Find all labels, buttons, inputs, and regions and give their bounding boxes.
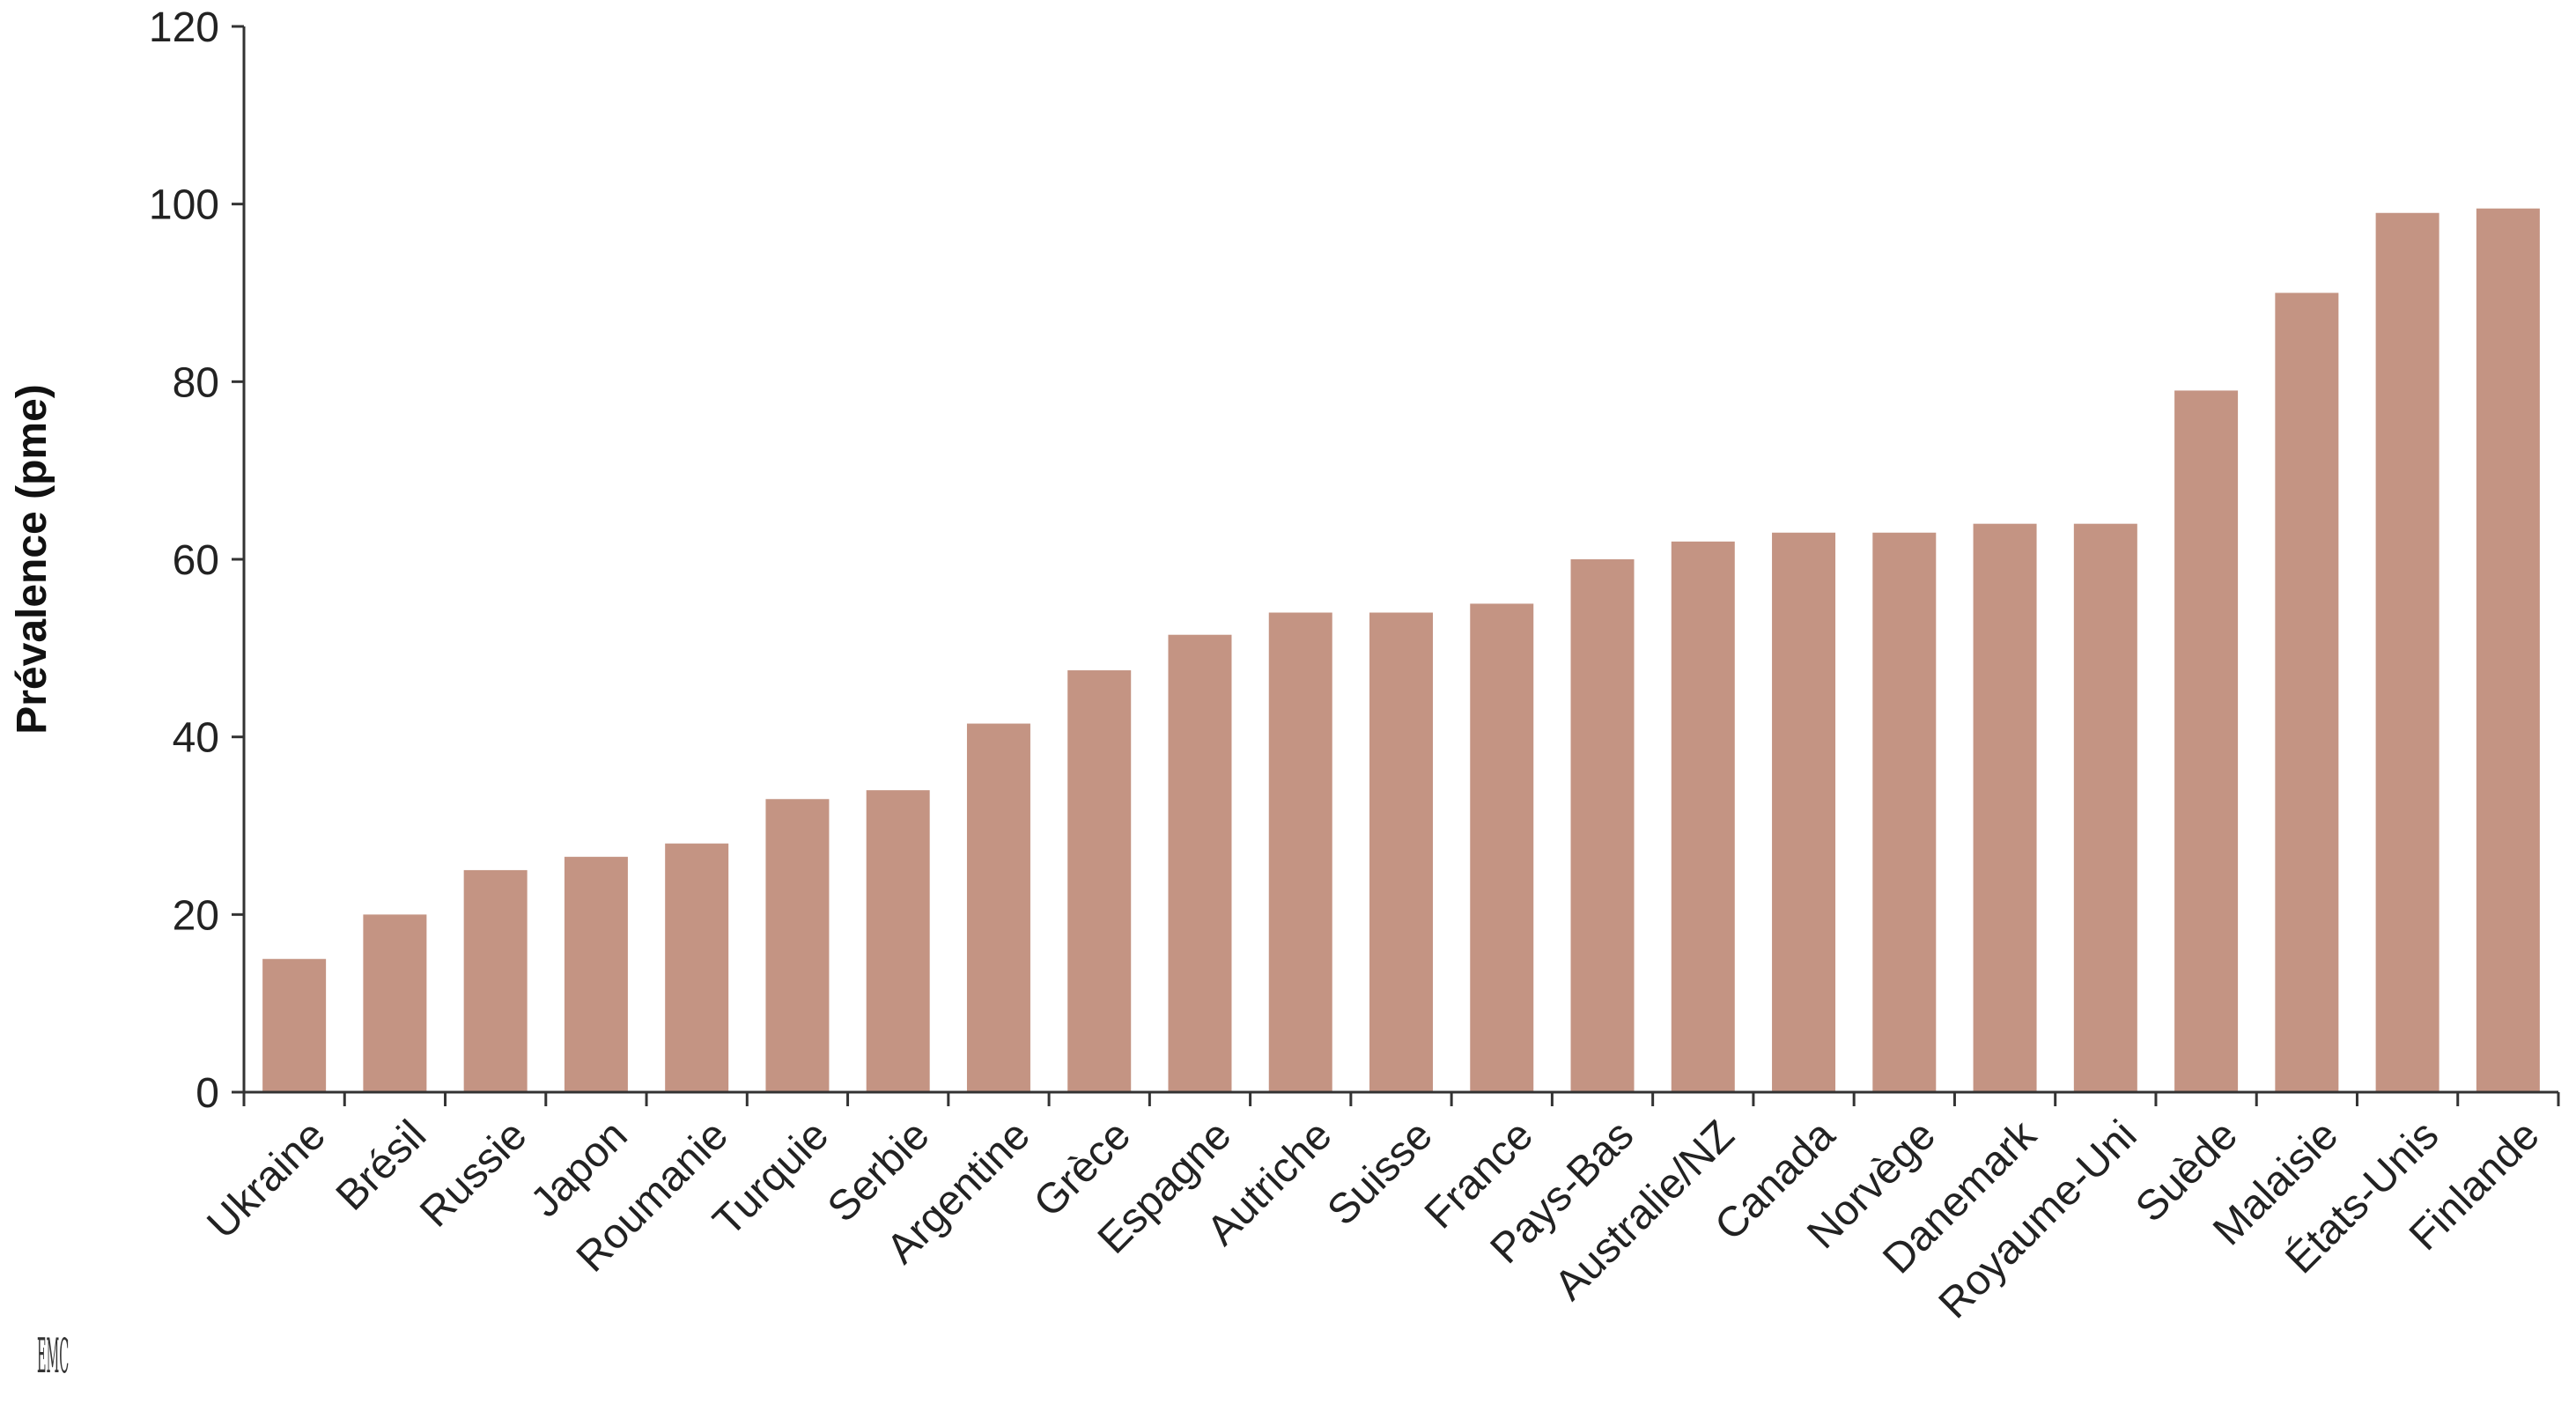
y-tick-label: 120 [149,4,219,51]
emc-logo: EMC [37,1328,69,1384]
bars-group [262,208,2540,1093]
bar [2476,208,2540,1093]
x-category-label: Russie [411,1112,535,1236]
bar [765,799,830,1092]
bar [2174,390,2239,1093]
bar [1772,532,1836,1092]
y-tick-label: 20 [173,892,219,939]
bar [2275,292,2339,1092]
bar [1570,559,1635,1092]
y-ticks-group: 0 20 40 60 80 100 120 [149,4,244,1117]
bar [1369,612,1433,1092]
bar [363,914,427,1092]
y-axis-title: Prévalence (pme) [9,384,55,735]
bar [1067,670,1132,1092]
bar [262,958,327,1092]
bar [1470,603,1534,1092]
x-category-label: Ukraine [198,1112,334,1247]
bar [2073,523,2137,1092]
bar [463,869,528,1092]
bar [2375,212,2439,1092]
bar [1872,532,1937,1092]
y-tick-label: 100 [149,182,219,229]
bar [866,790,930,1092]
x-ticks-group [242,1092,2560,1106]
x-category-label: Turquie [705,1112,838,1245]
bar [1168,634,1232,1092]
bar [665,843,729,1092]
bar [1671,541,1735,1092]
bar [564,856,628,1092]
svg-text:EMC: EMC [37,1328,69,1384]
y-tick-label: 80 [173,359,219,406]
x-category-label: Suisse [1318,1112,1441,1234]
bar [1973,523,2037,1092]
y-tick-label: 40 [173,715,219,762]
x-labels-group: UkraineBrésilRussieJaponRoumanieTurquieS… [198,1112,2548,1328]
bar [966,723,1030,1092]
y-tick-label: 0 [196,1070,219,1117]
bar [1268,612,1332,1092]
y-tick-label: 60 [173,537,219,584]
